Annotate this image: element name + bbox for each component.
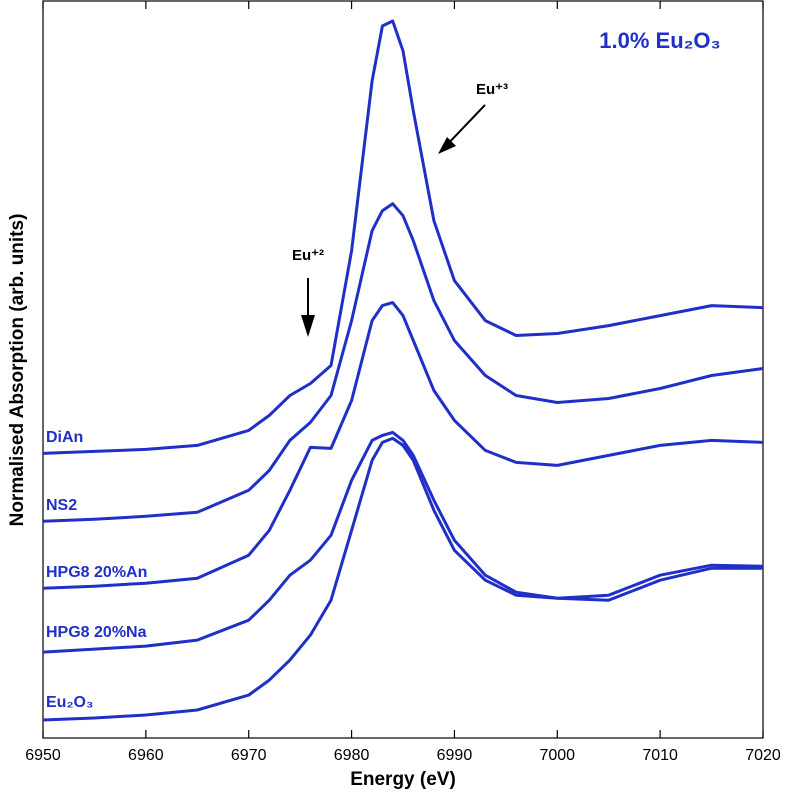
x-tick-label: 6980 (334, 747, 370, 764)
series-label: DiAn (46, 429, 83, 446)
series-label: Eu₂O₃ (46, 694, 93, 711)
x-tick-label: 6970 (231, 747, 267, 764)
x-tick-label: 6950 (25, 747, 61, 764)
annotation: Eu⁺³ (476, 81, 508, 98)
x-tick-label: 6990 (437, 747, 473, 764)
x-tick-label: 7020 (745, 747, 781, 764)
series-line (42, 436, 763, 722)
x-axis-label: Energy (eV) (350, 769, 456, 790)
series-line (42, 301, 764, 590)
x-tick-label: 7010 (642, 747, 678, 764)
arrowhead (301, 315, 315, 337)
chart-title: 1.0% Eu₂O₃ (599, 28, 720, 53)
series-label: HPG8 20%An (46, 564, 147, 581)
series-label: NS2 (46, 497, 77, 514)
arrowhead (438, 137, 456, 154)
series-label: HPG8 20%Na (46, 624, 147, 641)
annotation: Eu⁺² (292, 247, 324, 264)
x-tick-label: 6960 (128, 747, 164, 764)
y-axis-label: Normalised Absorption (arb. units) (7, 214, 28, 527)
series-line (42, 19, 764, 455)
x-tick-label: 7000 (539, 747, 575, 764)
series-line (42, 430, 764, 654)
series-line (42, 202, 764, 523)
plot-frame (42, 0, 764, 739)
